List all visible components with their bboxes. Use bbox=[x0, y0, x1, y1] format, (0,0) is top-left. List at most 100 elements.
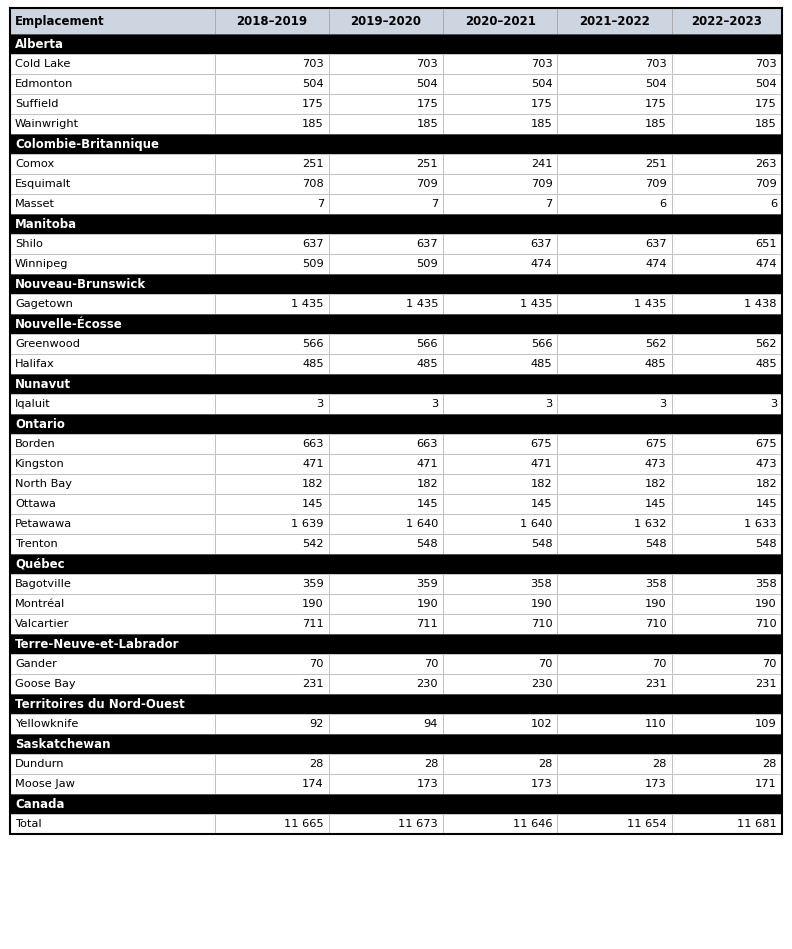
Bar bbox=[672, 774, 782, 794]
Text: 473: 473 bbox=[645, 459, 667, 469]
Bar bbox=[10, 354, 215, 374]
Text: 11 681: 11 681 bbox=[737, 819, 777, 829]
Text: 675: 675 bbox=[531, 439, 552, 449]
Bar bbox=[215, 94, 329, 114]
Bar bbox=[672, 814, 782, 834]
Bar bbox=[329, 474, 443, 494]
Bar bbox=[215, 514, 329, 534]
Bar bbox=[215, 94, 329, 114]
Bar bbox=[329, 814, 443, 834]
Bar bbox=[672, 674, 782, 694]
Text: 663: 663 bbox=[417, 439, 438, 449]
Bar bbox=[329, 8, 443, 34]
Bar bbox=[443, 454, 558, 474]
Text: 548: 548 bbox=[645, 539, 667, 549]
Text: Nouveau-Brunswick: Nouveau-Brunswick bbox=[15, 277, 147, 290]
Bar bbox=[443, 774, 558, 794]
Bar bbox=[443, 674, 558, 694]
Bar bbox=[329, 774, 443, 794]
Bar bbox=[443, 494, 558, 514]
Bar bbox=[215, 514, 329, 534]
Text: 231: 231 bbox=[756, 679, 777, 689]
Text: 173: 173 bbox=[417, 779, 438, 789]
Bar bbox=[10, 94, 215, 114]
Text: 175: 175 bbox=[417, 99, 438, 109]
Bar bbox=[672, 754, 782, 774]
Bar bbox=[10, 794, 782, 814]
Bar bbox=[558, 174, 672, 194]
Bar bbox=[558, 514, 672, 534]
Bar bbox=[672, 574, 782, 594]
Bar bbox=[10, 194, 215, 214]
Text: 709: 709 bbox=[645, 179, 667, 189]
Text: Alberta: Alberta bbox=[15, 38, 64, 50]
Text: 358: 358 bbox=[531, 579, 552, 589]
Bar bbox=[10, 294, 215, 314]
Bar bbox=[10, 114, 215, 134]
Bar bbox=[329, 114, 443, 134]
Text: 175: 175 bbox=[645, 99, 667, 109]
Bar bbox=[215, 74, 329, 94]
Text: Gagetown: Gagetown bbox=[15, 299, 73, 309]
Bar bbox=[329, 754, 443, 774]
Text: Suffield: Suffield bbox=[15, 99, 59, 109]
Text: 548: 548 bbox=[417, 539, 438, 549]
Text: 504: 504 bbox=[645, 79, 667, 89]
Text: 231: 231 bbox=[645, 679, 667, 689]
Bar bbox=[10, 154, 215, 174]
Bar bbox=[558, 294, 672, 314]
Text: Colombie-Britannique: Colombie-Britannique bbox=[15, 138, 159, 151]
Text: 1 435: 1 435 bbox=[291, 299, 324, 309]
Text: 474: 474 bbox=[756, 259, 777, 269]
Bar bbox=[10, 454, 215, 474]
Bar bbox=[329, 94, 443, 114]
Bar bbox=[10, 694, 782, 714]
Bar bbox=[558, 234, 672, 254]
Text: 174: 174 bbox=[303, 779, 324, 789]
Text: 7: 7 bbox=[317, 199, 324, 209]
Bar bbox=[10, 514, 215, 534]
Text: 1 435: 1 435 bbox=[634, 299, 667, 309]
Text: Cold Lake: Cold Lake bbox=[15, 59, 70, 69]
Bar bbox=[10, 374, 782, 394]
Bar bbox=[10, 314, 782, 334]
Bar bbox=[443, 514, 558, 534]
Bar bbox=[215, 334, 329, 354]
Bar bbox=[443, 334, 558, 354]
Bar bbox=[672, 334, 782, 354]
Bar bbox=[672, 514, 782, 534]
Bar bbox=[558, 514, 672, 534]
Text: Ottawa: Ottawa bbox=[15, 499, 56, 509]
Bar bbox=[10, 534, 215, 554]
Bar bbox=[443, 154, 558, 174]
Bar bbox=[215, 774, 329, 794]
Bar bbox=[443, 754, 558, 774]
Text: 711: 711 bbox=[417, 619, 438, 629]
Text: 485: 485 bbox=[756, 359, 777, 369]
Text: 710: 710 bbox=[756, 619, 777, 629]
Text: Edmonton: Edmonton bbox=[15, 79, 74, 89]
Bar bbox=[443, 614, 558, 634]
Bar bbox=[215, 334, 329, 354]
Bar bbox=[329, 154, 443, 174]
Bar bbox=[558, 254, 672, 274]
Text: Trenton: Trenton bbox=[15, 539, 58, 549]
Bar bbox=[10, 54, 215, 74]
Bar bbox=[329, 354, 443, 374]
Bar bbox=[215, 534, 329, 554]
Bar bbox=[329, 434, 443, 454]
Text: 92: 92 bbox=[310, 719, 324, 729]
Text: 182: 182 bbox=[756, 479, 777, 489]
Bar bbox=[215, 674, 329, 694]
Bar bbox=[672, 8, 782, 34]
Bar bbox=[558, 94, 672, 114]
Bar bbox=[443, 754, 558, 774]
Bar bbox=[329, 534, 443, 554]
Bar bbox=[558, 494, 672, 514]
Text: 190: 190 bbox=[756, 599, 777, 609]
Bar bbox=[329, 74, 443, 94]
Bar bbox=[558, 74, 672, 94]
Bar bbox=[215, 714, 329, 734]
Bar bbox=[329, 754, 443, 774]
Bar bbox=[672, 8, 782, 34]
